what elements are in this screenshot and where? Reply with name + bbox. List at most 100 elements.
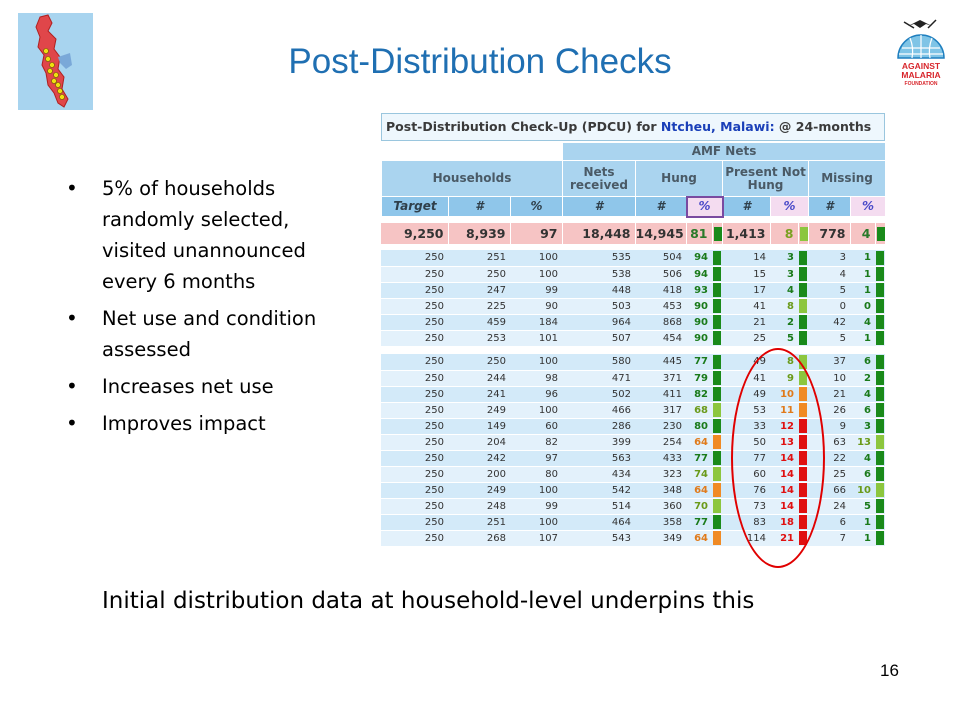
cell-target: 250 <box>381 402 448 419</box>
cell-hung: 349 <box>635 530 686 547</box>
cell-households: 268 <box>448 530 510 547</box>
rows-group-1: 250 251 100 535 504 94 14 3 3 1 250 250 100 538 506 94 1… <box>381 250 885 347</box>
cell-households-pct: 100 <box>510 514 562 531</box>
cell-households-pct: 99 <box>510 282 562 299</box>
status-swatch <box>798 282 808 299</box>
cell-present-not-hung: 17 <box>722 282 770 299</box>
cell-nets: 964 <box>562 314 635 331</box>
cell-hung-pct: 93 <box>686 282 712 299</box>
amf-nets-header: AMF Nets <box>562 142 887 161</box>
status-swatch <box>875 498 885 515</box>
table-row: 250 251 100 535 504 94 14 3 3 1 <box>381 250 885 267</box>
cell-hung-pct: 90 <box>686 298 712 315</box>
status-swatch <box>712 370 722 387</box>
cell-hung: 453 <box>635 298 686 315</box>
status-swatch <box>798 250 808 267</box>
cell-target: 250 <box>381 450 448 467</box>
cell-missing: 42 <box>808 314 850 331</box>
svg-text:MALARIA: MALARIA <box>901 70 940 80</box>
col-pnh-pct: % <box>770 196 810 217</box>
cell-hung: 317 <box>635 402 686 419</box>
bullet-item: Improves impact <box>66 408 356 439</box>
status-swatch <box>712 282 722 299</box>
cell-present-not-hung-pct: 8 <box>770 298 798 315</box>
status-swatch <box>875 314 885 331</box>
col-hung-pct[interactable]: % <box>685 195 724 218</box>
status-swatch <box>875 530 885 547</box>
cell-nets: 503 <box>562 298 635 315</box>
cell-nets: 434 <box>562 466 635 483</box>
total-households: 8,939 <box>448 223 511 244</box>
cell-hung: 454 <box>635 330 686 347</box>
cell-hung-pct: 64 <box>686 530 712 547</box>
cell-households-pct: 99 <box>510 498 562 515</box>
cell-households: 459 <box>448 314 510 331</box>
cell-missing-pct: 6 <box>850 354 875 371</box>
col-hung-count: # <box>635 196 688 217</box>
cell-target: 250 <box>381 330 448 347</box>
cell-hung: 348 <box>635 482 686 499</box>
cell-missing: 0 <box>808 298 850 315</box>
cell-missing: 4 <box>808 266 850 283</box>
cell-households: 242 <box>448 450 510 467</box>
cell-missing-pct: 0 <box>850 298 875 315</box>
cell-households: 247 <box>448 282 510 299</box>
status-swatch <box>798 223 809 244</box>
status-swatch <box>875 450 885 467</box>
status-swatch <box>712 466 722 483</box>
cell-present-not-hung: 14 <box>722 250 770 267</box>
cell-households: 244 <box>448 370 510 387</box>
cell-missing: 37 <box>808 354 850 371</box>
cell-households: 250 <box>448 354 510 371</box>
bullet-list: 5% of households randomly selected, visi… <box>66 173 356 445</box>
cell-households-pct: 82 <box>510 434 562 451</box>
cell-households: 225 <box>448 298 510 315</box>
cell-target: 250 <box>381 282 448 299</box>
cell-hung: 371 <box>635 370 686 387</box>
svg-text:AGAINST: AGAINST <box>902 61 941 71</box>
cell-nets: 542 <box>562 482 635 499</box>
cell-hung-pct: 64 <box>686 482 712 499</box>
cell-households-pct: 184 <box>510 314 562 331</box>
status-swatch <box>875 370 885 387</box>
cell-nets: 399 <box>562 434 635 451</box>
cell-households: 241 <box>448 386 510 403</box>
cell-missing: 10 <box>808 370 850 387</box>
cell-households-pct: 90 <box>510 298 562 315</box>
cell-target: 250 <box>381 250 448 267</box>
status-swatch <box>875 266 885 283</box>
cell-nets: 502 <box>562 386 635 403</box>
cell-households-pct: 60 <box>510 418 562 435</box>
status-swatch <box>798 298 808 315</box>
cell-hung: 358 <box>635 514 686 531</box>
cell-missing: 7 <box>808 530 850 547</box>
table-row: 250 225 90 503 453 90 41 8 0 0 <box>381 298 885 315</box>
cell-nets: 466 <box>562 402 635 419</box>
status-swatch <box>875 402 885 419</box>
status-swatch <box>712 330 722 347</box>
table-row: 250 251 100 464 358 77 83 18 6 1 <box>381 514 885 531</box>
total-present-not-hung-pct: 8 <box>770 223 799 244</box>
present-not-hung-header: Present Not Hung <box>722 160 810 197</box>
cell-target: 250 <box>381 434 448 451</box>
cell-target: 250 <box>381 498 448 515</box>
cell-missing-pct: 4 <box>850 386 875 403</box>
cell-hung-pct: 90 <box>686 330 712 347</box>
cell-nets: 563 <box>562 450 635 467</box>
bullet-item: Increases net use <box>66 371 356 402</box>
cell-households: 253 <box>448 330 510 347</box>
cell-nets: 464 <box>562 514 635 531</box>
cell-missing-pct: 2 <box>850 370 875 387</box>
status-swatch <box>712 266 722 283</box>
cell-households: 251 <box>448 514 510 531</box>
cell-hung-pct: 90 <box>686 314 712 331</box>
cell-hung-pct: 77 <box>686 450 712 467</box>
cell-households: 149 <box>448 418 510 435</box>
cell-missing-pct: 1 <box>850 330 875 347</box>
cell-households-pct: 100 <box>510 266 562 283</box>
table-row: 250 250 100 538 506 94 15 3 4 1 <box>381 266 885 283</box>
status-swatch <box>875 482 885 499</box>
cell-households: 204 <box>448 434 510 451</box>
highlight-circle <box>731 348 825 568</box>
nets-received-header: Nets received <box>562 160 637 197</box>
